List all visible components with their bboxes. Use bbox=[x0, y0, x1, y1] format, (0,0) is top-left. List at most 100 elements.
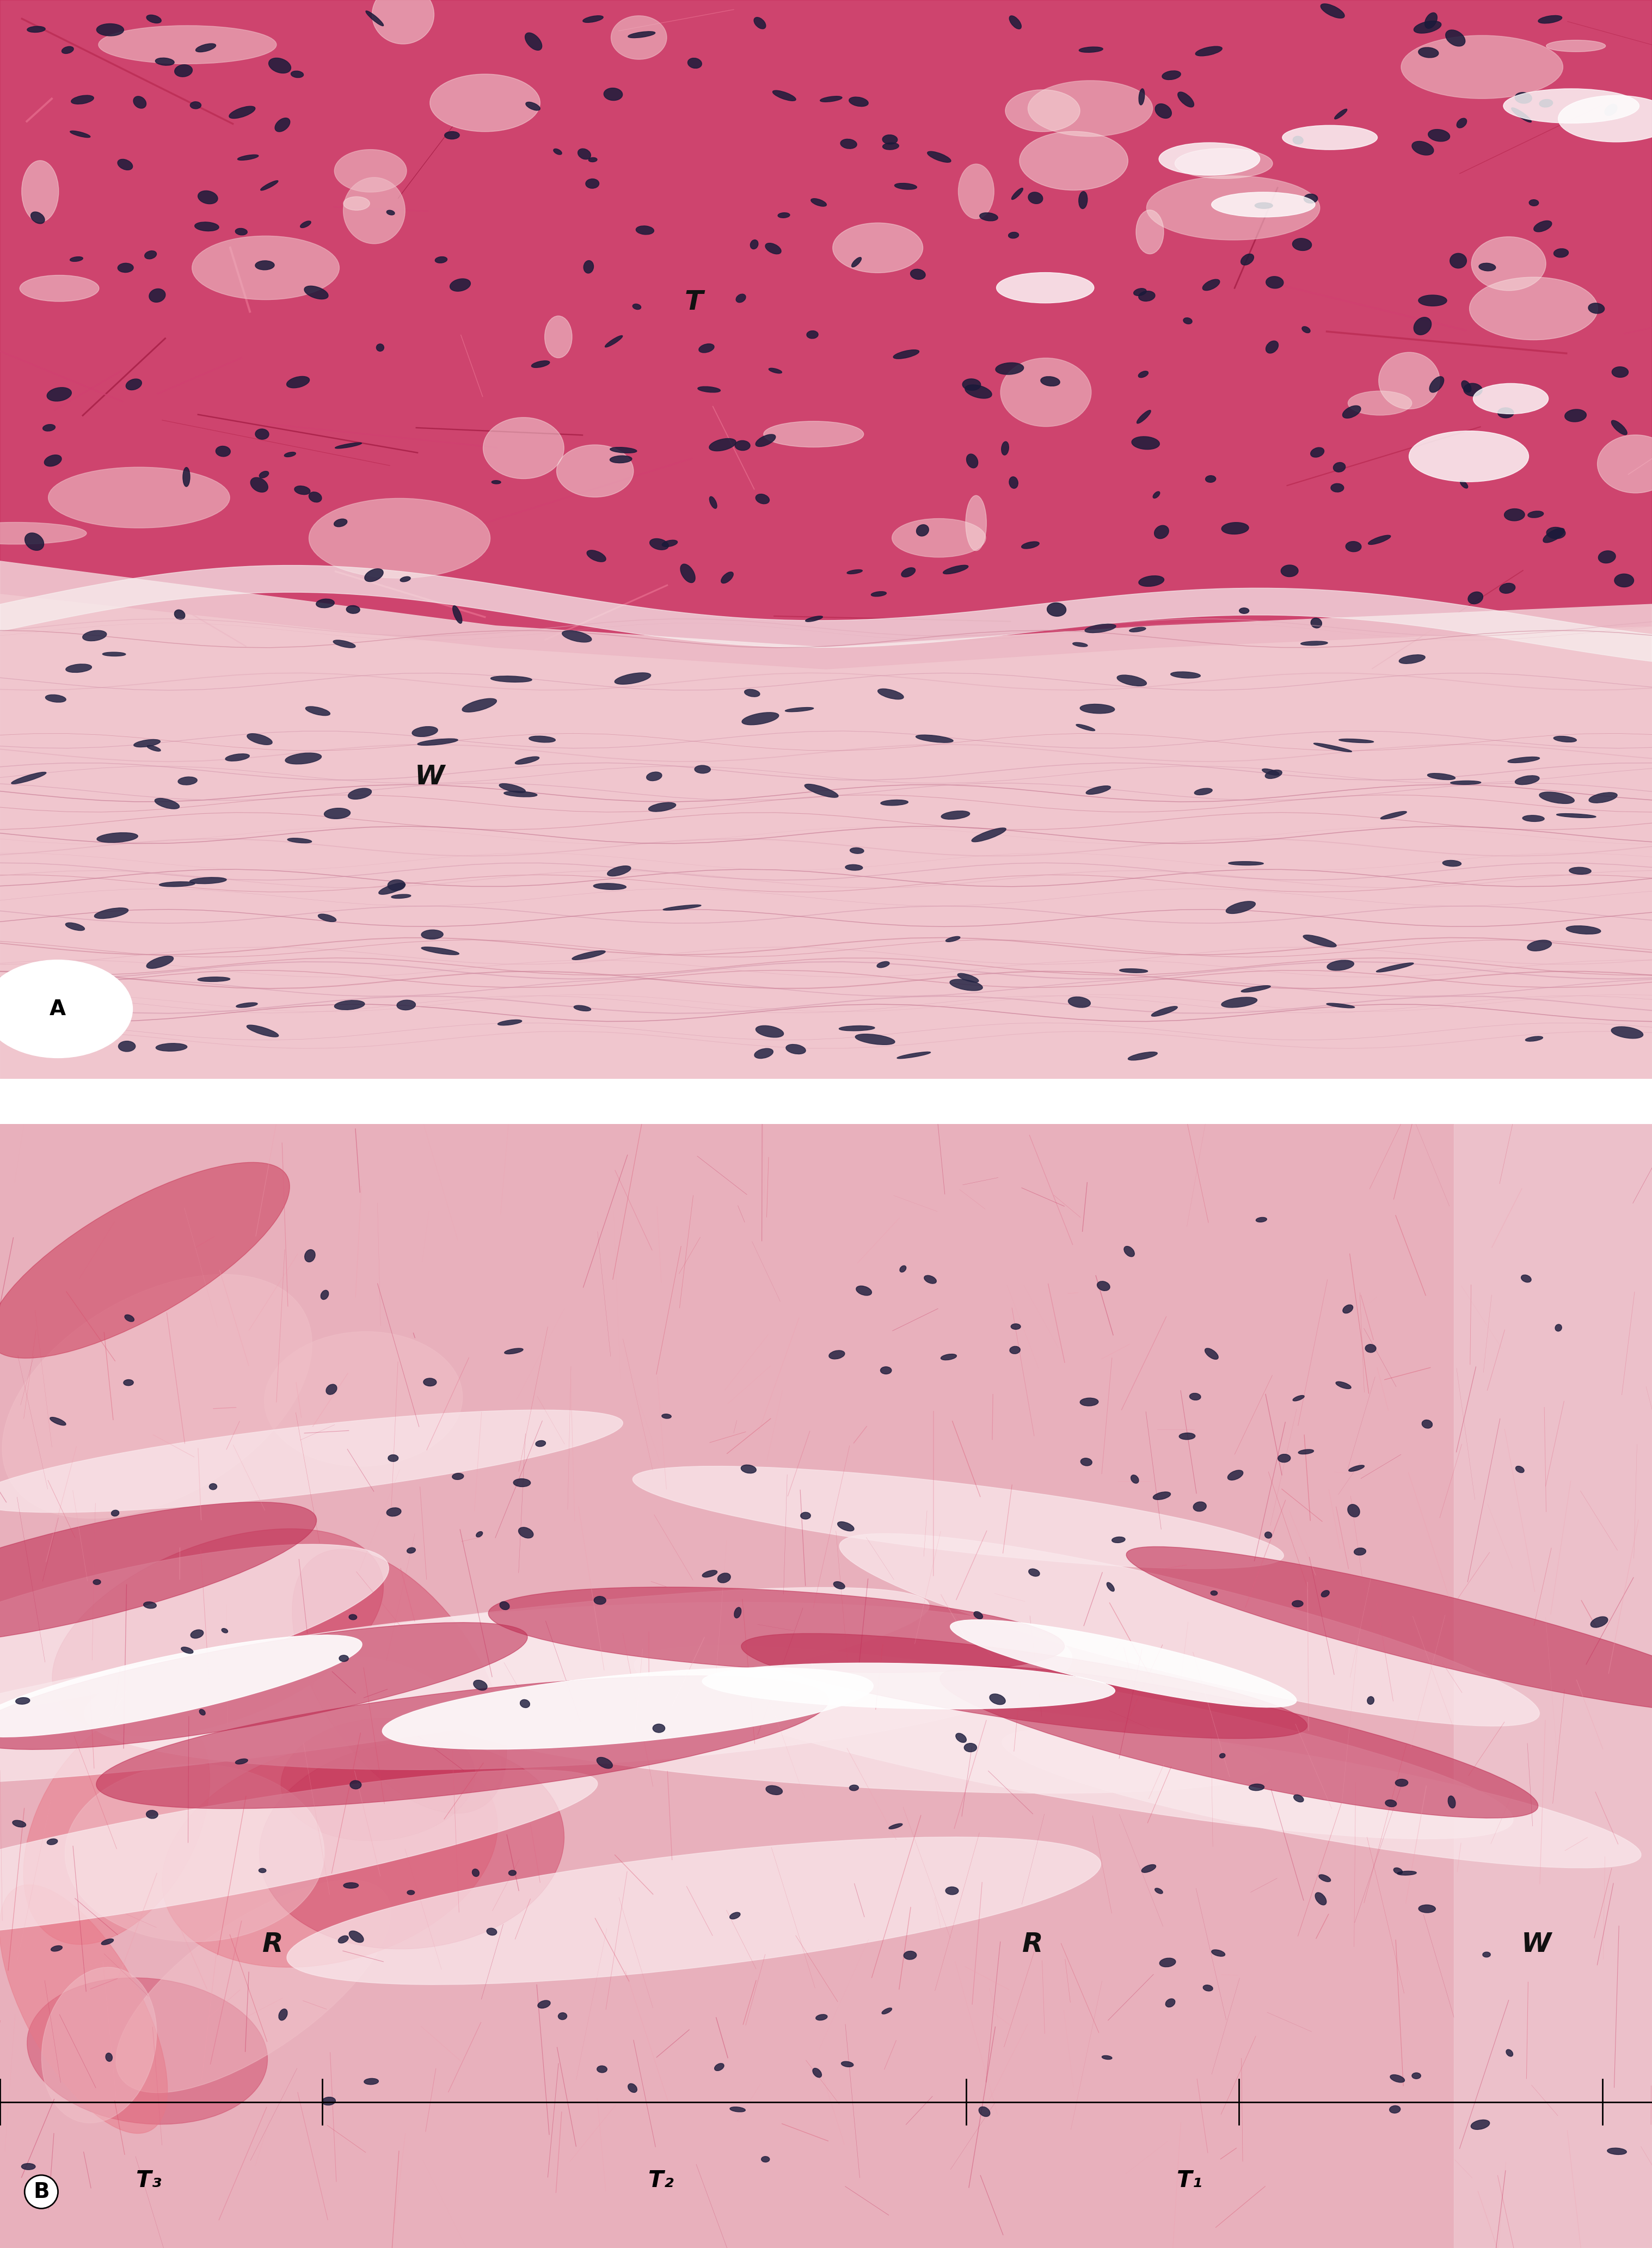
Ellipse shape bbox=[697, 387, 720, 393]
Ellipse shape bbox=[463, 699, 497, 713]
Ellipse shape bbox=[46, 1839, 58, 1846]
Ellipse shape bbox=[813, 2068, 821, 2077]
Ellipse shape bbox=[1138, 575, 1165, 587]
Ellipse shape bbox=[856, 1286, 872, 1295]
Ellipse shape bbox=[238, 155, 258, 160]
Ellipse shape bbox=[1180, 1432, 1194, 1439]
Ellipse shape bbox=[26, 1978, 268, 2124]
Ellipse shape bbox=[1310, 447, 1325, 456]
Ellipse shape bbox=[806, 616, 823, 623]
Ellipse shape bbox=[733, 1607, 742, 1619]
Ellipse shape bbox=[51, 1947, 63, 1951]
Ellipse shape bbox=[877, 688, 904, 699]
Ellipse shape bbox=[806, 330, 818, 339]
Ellipse shape bbox=[1072, 643, 1087, 647]
Ellipse shape bbox=[553, 148, 562, 155]
Ellipse shape bbox=[344, 196, 370, 211]
Ellipse shape bbox=[423, 1378, 436, 1387]
Ellipse shape bbox=[365, 569, 383, 582]
Ellipse shape bbox=[1569, 868, 1591, 874]
Ellipse shape bbox=[805, 785, 838, 798]
Ellipse shape bbox=[1029, 1569, 1039, 1576]
Ellipse shape bbox=[1401, 36, 1563, 99]
Text: W: W bbox=[415, 764, 444, 789]
Ellipse shape bbox=[101, 1938, 114, 1945]
Ellipse shape bbox=[1379, 353, 1439, 409]
Ellipse shape bbox=[1132, 436, 1160, 450]
Ellipse shape bbox=[1604, 103, 1617, 115]
Ellipse shape bbox=[593, 883, 626, 890]
Text: R: R bbox=[1023, 1931, 1042, 1958]
Ellipse shape bbox=[20, 274, 99, 301]
Ellipse shape bbox=[851, 847, 864, 854]
Ellipse shape bbox=[1348, 1504, 1360, 1517]
Ellipse shape bbox=[856, 1034, 895, 1045]
Text: T₂: T₂ bbox=[648, 2169, 674, 2192]
Ellipse shape bbox=[1138, 88, 1145, 106]
Ellipse shape bbox=[304, 285, 329, 299]
Ellipse shape bbox=[1449, 1796, 1455, 1807]
Ellipse shape bbox=[1153, 1493, 1171, 1499]
Ellipse shape bbox=[97, 832, 137, 843]
Ellipse shape bbox=[755, 1025, 783, 1036]
Ellipse shape bbox=[963, 378, 981, 391]
Ellipse shape bbox=[586, 551, 606, 562]
Ellipse shape bbox=[418, 740, 458, 746]
Ellipse shape bbox=[1528, 940, 1551, 951]
Ellipse shape bbox=[1008, 232, 1019, 238]
Ellipse shape bbox=[1611, 420, 1627, 434]
Ellipse shape bbox=[1396, 1778, 1408, 1787]
Ellipse shape bbox=[646, 771, 662, 780]
Ellipse shape bbox=[334, 519, 347, 526]
Ellipse shape bbox=[990, 1695, 1006, 1704]
Ellipse shape bbox=[603, 88, 623, 101]
Ellipse shape bbox=[259, 1868, 266, 1873]
Ellipse shape bbox=[117, 263, 134, 272]
Ellipse shape bbox=[1153, 492, 1160, 499]
Ellipse shape bbox=[1085, 625, 1115, 632]
Ellipse shape bbox=[192, 236, 339, 299]
Ellipse shape bbox=[892, 519, 986, 558]
Ellipse shape bbox=[21, 2163, 35, 2169]
Ellipse shape bbox=[1422, 1421, 1432, 1427]
Ellipse shape bbox=[259, 1742, 563, 1949]
Ellipse shape bbox=[608, 865, 631, 877]
Ellipse shape bbox=[1204, 1349, 1218, 1360]
Ellipse shape bbox=[372, 0, 434, 45]
Ellipse shape bbox=[742, 713, 778, 724]
Ellipse shape bbox=[1302, 326, 1310, 333]
Ellipse shape bbox=[339, 1936, 349, 1942]
Ellipse shape bbox=[1332, 483, 1343, 492]
Ellipse shape bbox=[349, 1931, 363, 1942]
Ellipse shape bbox=[1540, 99, 1553, 108]
Ellipse shape bbox=[126, 380, 142, 389]
Text: T₁: T₁ bbox=[1176, 2169, 1203, 2192]
Ellipse shape bbox=[819, 97, 843, 101]
Ellipse shape bbox=[871, 591, 887, 596]
Ellipse shape bbox=[190, 1630, 203, 1639]
Ellipse shape bbox=[900, 1266, 905, 1272]
Ellipse shape bbox=[750, 241, 758, 250]
Ellipse shape bbox=[178, 778, 197, 785]
Ellipse shape bbox=[1160, 142, 1260, 175]
Ellipse shape bbox=[557, 445, 633, 497]
Ellipse shape bbox=[1414, 317, 1431, 335]
Ellipse shape bbox=[1320, 4, 1345, 18]
Ellipse shape bbox=[1160, 1958, 1176, 1967]
Ellipse shape bbox=[847, 569, 862, 573]
Ellipse shape bbox=[1028, 81, 1153, 137]
Ellipse shape bbox=[1470, 2120, 1490, 2129]
Ellipse shape bbox=[0, 1502, 317, 1646]
Ellipse shape bbox=[1399, 654, 1426, 663]
Ellipse shape bbox=[965, 384, 991, 398]
Ellipse shape bbox=[322, 2097, 335, 2104]
Ellipse shape bbox=[294, 486, 311, 495]
Ellipse shape bbox=[525, 101, 540, 110]
Ellipse shape bbox=[0, 1544, 388, 1715]
Ellipse shape bbox=[1009, 1347, 1021, 1353]
Ellipse shape bbox=[1368, 535, 1391, 544]
Ellipse shape bbox=[1474, 384, 1548, 414]
Ellipse shape bbox=[256, 429, 269, 438]
Text: W: W bbox=[1521, 1931, 1551, 1958]
Ellipse shape bbox=[1419, 1904, 1436, 1913]
